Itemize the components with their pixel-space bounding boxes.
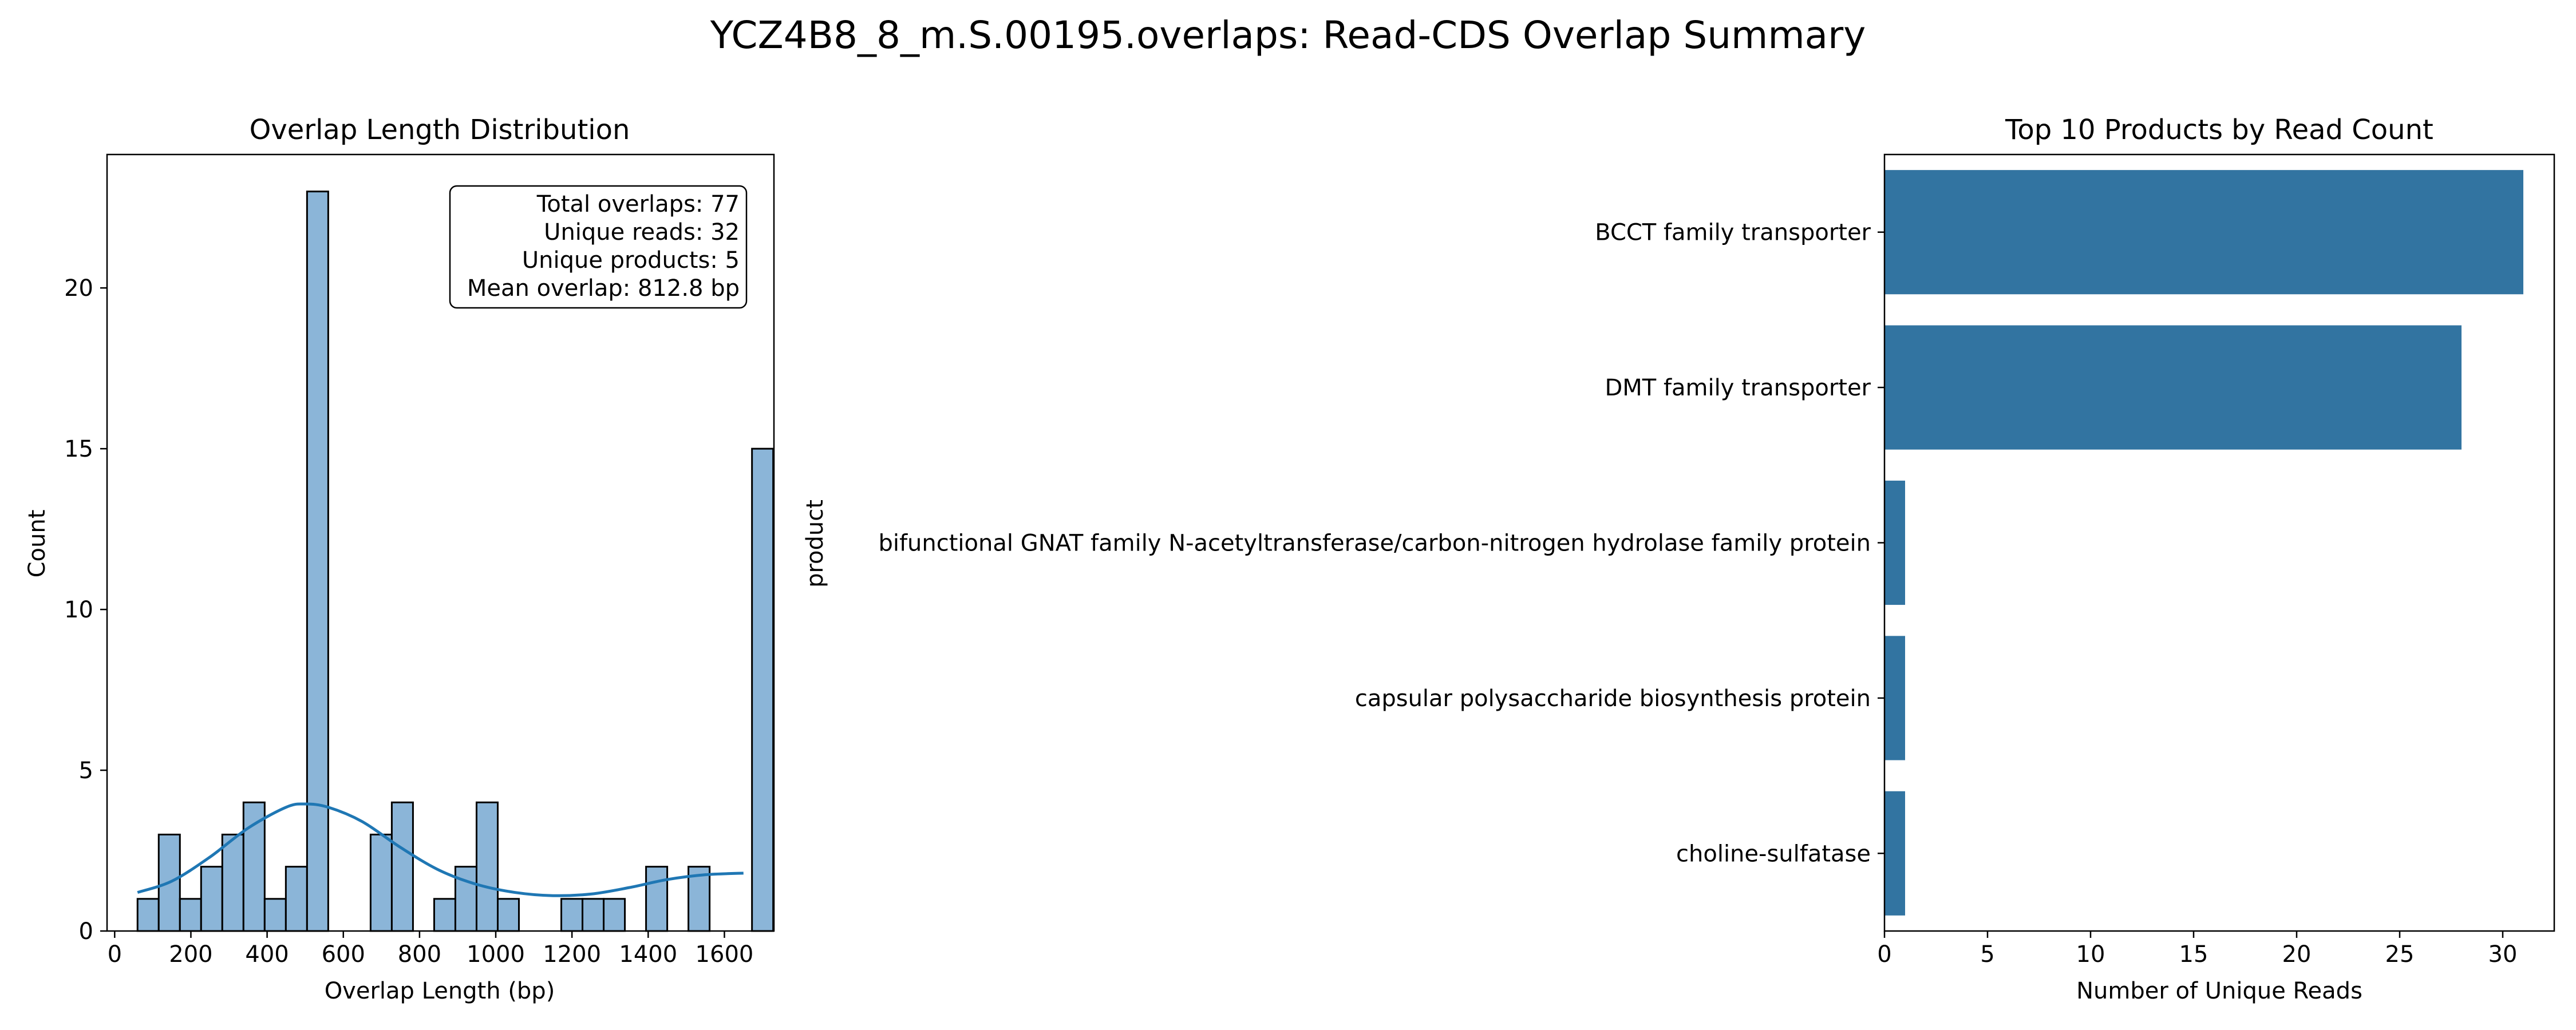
bar-chart-frame [1883,153,2555,932]
x-tick-label: 800 [398,941,441,968]
x-tick-label: 5 [1980,941,1994,968]
product-bar [1884,636,1905,760]
histogram-bar [496,898,520,932]
bar-chart-axes: BCCT family transporter DMT family transp… [878,153,2555,968]
x-tick-label: 1200 [543,941,601,968]
product-category-label: DMT family transporter [1605,375,1871,401]
product-category-label: choline-sulfatase [1676,841,1871,867]
product-bar [1884,791,1905,916]
bar-chart-bars [1884,170,2523,916]
histogram-bar [603,898,626,932]
y-tick-label: 0 [79,918,93,945]
figure-suptitle: YCZ4B8_8_m.S.00195.overlaps: Read-CDS Ov… [710,13,1866,57]
histogram-bar [200,866,223,932]
bar-chart-title: Top 10 Products by Read Count [2005,114,2433,146]
stats-box-frame [449,185,748,309]
histogram-bar [475,801,499,932]
x-tick-label: 1400 [619,941,677,968]
stats-mean-overlap: Mean overlap: 812.8 bp [467,275,740,302]
histogram-x-axis-label: Overlap Length (bp) [325,978,555,1004]
histogram-bar [390,801,414,932]
histogram-bar [136,898,160,932]
histogram-bar [751,447,775,932]
x-tick-label: 30 [2488,941,2518,968]
histogram-y-axis-label: Count [24,510,50,578]
histogram-bar [221,833,244,932]
x-tick-label: 600 [322,941,365,968]
histogram-axes: 0 200 400 600 800 1000 1200 1400 1600 0 5 10 15 20 [64,153,775,968]
x-tick-label: 0 [1877,941,1891,968]
kde-curve [137,802,744,897]
histogram-panel: Overlap Length Distribution 0 200 400 600 80… [24,114,775,1004]
histogram-bar [285,866,308,932]
bar-chart-x-axis-label: Number of Unique Reads [2076,978,2362,1004]
x-tick-label: 15 [2179,941,2208,968]
y-tick-label: 20 [64,275,93,302]
product-bar [1884,325,2462,450]
x-tick-label: 10 [2076,941,2105,968]
y-tick-label: 5 [79,758,93,784]
histogram-bar [433,898,456,932]
stats-box: Total overlaps: 77 Unique reads: 32 Uniq… [449,185,748,309]
stats-unique-products: Unique products: 5 [522,247,740,274]
product-category-label: BCCT family transporter [1595,220,1871,246]
x-tick-label: 0 [108,941,122,968]
product-bar [1884,170,2523,295]
histogram-title: Overlap Length Distribution [250,114,630,146]
histogram-bar [645,866,669,932]
bar-chart-y-axis-label: product [802,500,828,588]
product-category-label: bifunctional GNAT family N-acetyltransfe… [878,530,1871,557]
histogram-bar [582,898,605,932]
x-tick-label: 25 [2385,941,2415,968]
y-tick-label: 15 [64,436,93,462]
histogram-bar [179,898,202,932]
histogram-bar [454,866,477,932]
product-category-label: capsular polysaccharide biosynthesis pro… [1355,686,1871,712]
histogram-bar [688,866,711,932]
stats-unique-reads: Unique reads: 32 [544,219,740,245]
y-tick-label: 10 [64,597,93,623]
histogram-bar [263,898,287,932]
product-bar [1884,480,1905,605]
histogram-bar [369,833,393,932]
x-tick-label: 400 [245,941,289,968]
histogram-bars [136,191,775,932]
histogram-bar [560,898,584,932]
x-tick-label: 200 [169,941,212,968]
stats-total-overlaps: Total overlaps: 77 [536,191,740,217]
bar-chart-panel: Top 10 Products by Read Count BCCT famil… [802,114,2555,1004]
histogram-frame [106,153,775,932]
x-tick-label: 20 [2282,941,2312,968]
histogram-bar [306,191,329,932]
histogram-bar [242,801,266,932]
x-tick-label: 1000 [467,941,525,968]
x-tick-label: 1600 [696,941,754,968]
